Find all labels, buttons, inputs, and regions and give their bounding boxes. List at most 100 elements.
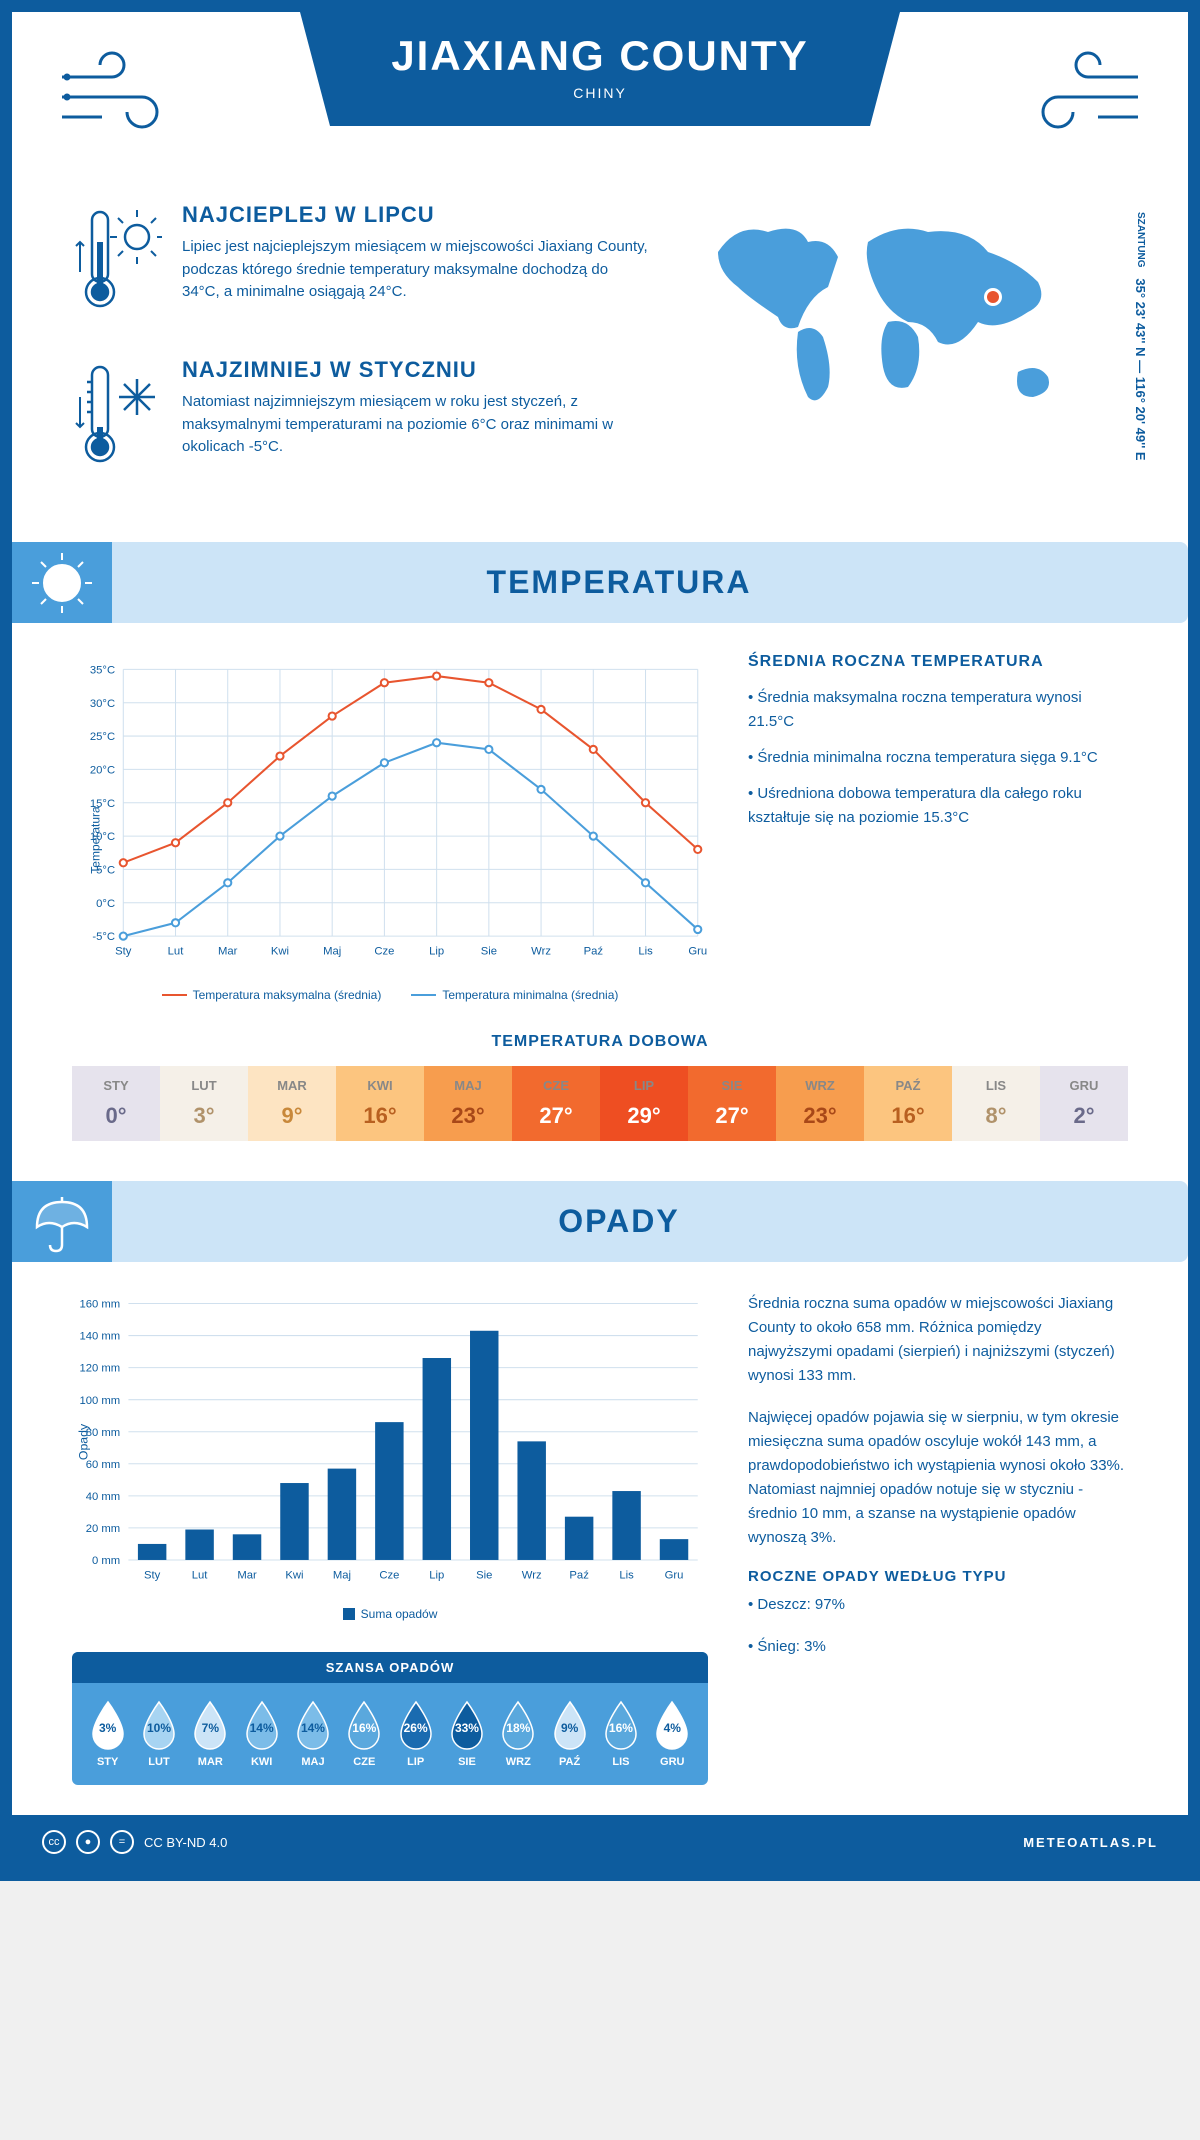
svg-text:20 mm: 20 mm [86, 1523, 120, 1535]
svg-text:0 mm: 0 mm [92, 1555, 120, 1567]
svg-text:Mar: Mar [218, 946, 238, 958]
svg-text:60 mm: 60 mm [86, 1459, 120, 1471]
map-container: SZANTUNG 35° 23' 43'' N — 116° 20' 49'' … [688, 202, 1128, 512]
precipitation-chance: SZANSA OPADÓW 3%STY10%LUT7%MAR14%KWI14%M… [72, 1652, 708, 1785]
coldest-block: NAJZIMNIEJ W STYCZNIU Natomiast najzimni… [72, 357, 648, 482]
temp-cell: STY0° [72, 1066, 160, 1141]
wind-icon [1008, 42, 1148, 142]
svg-text:Sty: Sty [115, 946, 132, 958]
svg-text:160 mm: 160 mm [80, 1299, 121, 1311]
section-temperature: TEMPERATURA [12, 542, 1188, 623]
svg-text:Paź: Paź [584, 946, 604, 958]
svg-text:Cze: Cze [379, 1569, 399, 1581]
temp-cell: LUT3° [160, 1066, 248, 1141]
svg-text:Lis: Lis [638, 946, 653, 958]
daily-temp-title: TEMPERATURA DOBOWA [72, 1033, 1128, 1051]
chance-item: 16%LIS [595, 1698, 646, 1768]
temperature-chart: Temperatura -5°C0°C5°C10°C15°C20°C25°C30… [72, 653, 708, 1013]
svg-text:25°C: 25°C [90, 731, 115, 743]
svg-text:Maj: Maj [323, 946, 341, 958]
temp-cell: KWI16° [336, 1066, 424, 1141]
section-precipitation: OPADY [12, 1181, 1188, 1262]
svg-text:Lut: Lut [192, 1569, 209, 1581]
svg-text:Lip: Lip [429, 946, 444, 958]
svg-text:0°C: 0°C [96, 898, 115, 910]
svg-text:Kwi: Kwi [271, 946, 289, 958]
svg-text:Kwi: Kwi [285, 1569, 303, 1581]
temp-cell: LIS8° [952, 1066, 1040, 1141]
chance-item: 7%MAR [185, 1698, 236, 1768]
svg-text:Cze: Cze [374, 946, 394, 958]
warmest-text: Lipiec jest najcieplejszym miesiącem w m… [182, 236, 648, 304]
coldest-text: Natomiast najzimniejszym miesiącem w rok… [182, 391, 648, 459]
temp-cell: CZE27° [512, 1066, 600, 1141]
umbrella-icon [12, 1181, 112, 1262]
svg-text:20°C: 20°C [90, 765, 115, 777]
svg-text:80 mm: 80 mm [86, 1427, 120, 1439]
svg-text:120 mm: 120 mm [80, 1363, 121, 1375]
chance-item: 14%MAJ [287, 1698, 338, 1768]
chance-item: 26%LIP [390, 1698, 441, 1768]
precipitation-info: Średnia roczna suma opadów w miejscowośc… [748, 1292, 1128, 1785]
daily-temp-table: STY0°LUT3°MAR9°KWI16°MAJ23°CZE27°LIP29°S… [72, 1066, 1128, 1141]
thermometer-cold-icon [72, 357, 162, 482]
precipitation-chart: 0 mm 20 mm 40 mm 60 mm 80 mm 100 mm 120 mm 140 … [72, 1292, 708, 1632]
by-icon: ● [76, 1830, 100, 1854]
svg-text:Paź: Paź [569, 1569, 589, 1581]
temp-cell: PAŹ16° [864, 1066, 952, 1141]
temp-cell: MAJ23° [424, 1066, 512, 1141]
svg-text:Mar: Mar [237, 1569, 257, 1581]
nd-icon: = [110, 1830, 134, 1854]
chance-item: 18%WRZ [493, 1698, 544, 1768]
svg-text:Gru: Gru [665, 1569, 684, 1581]
svg-text:Gru: Gru [688, 946, 707, 958]
title-banner: JIAXIANG COUNTY CHINY [300, 12, 900, 126]
temp-cell: MAR9° [248, 1066, 336, 1141]
legend-precip: Suma opadów [343, 1607, 438, 1621]
license-text: CC BY-ND 4.0 [144, 1835, 227, 1850]
chance-item: 33%SIE [441, 1698, 492, 1768]
wind-icon [52, 42, 192, 142]
legend-min: Temperatura minimalna (średnia) [411, 988, 618, 1002]
page: JIAXIANG COUNTY CHINY NAJCIEPLEJ W LIPCU… [0, 0, 1200, 1881]
cc-icon: cc [42, 1830, 66, 1854]
svg-text:Wrz: Wrz [522, 1569, 542, 1581]
chance-item: 3%STY [82, 1698, 133, 1768]
temp-cell: LIP29° [600, 1066, 688, 1141]
temperature-info: ŚREDNIA ROCZNA TEMPERATURA • Średnia mak… [748, 653, 1128, 1013]
temp-cell: WRZ23° [776, 1066, 864, 1141]
svg-text:Sie: Sie [476, 1569, 492, 1581]
chance-item: 16%CZE [339, 1698, 390, 1768]
temp-cell: SIE27° [688, 1066, 776, 1141]
svg-text:Sie: Sie [481, 946, 497, 958]
chance-item: 14%KWI [236, 1698, 287, 1768]
warmest-block: NAJCIEPLEJ W LIPCU Lipiec jest najcieple… [72, 202, 648, 327]
svg-text:140 mm: 140 mm [80, 1331, 121, 1343]
chance-item: 9%PAŹ [544, 1698, 595, 1768]
sun-icon [12, 542, 112, 623]
svg-text:100 mm: 100 mm [80, 1395, 121, 1407]
svg-text:30°C: 30°C [90, 698, 115, 710]
legend-max: Temperatura maksymalna (średnia) [162, 988, 382, 1002]
svg-text:Maj: Maj [333, 1569, 351, 1581]
svg-text:Opady: Opady [76, 1423, 90, 1460]
svg-text:Lip: Lip [429, 1569, 444, 1581]
coordinates: SZANTUNG 35° 23' 43'' N — 116° 20' 49'' … [1133, 212, 1148, 461]
temp-cell: GRU2° [1040, 1066, 1128, 1141]
svg-text:Lis: Lis [619, 1569, 634, 1581]
header: JIAXIANG COUNTY CHINY [12, 12, 1188, 172]
footer: cc ● = CC BY-ND 4.0 METEOATLAS.PL [12, 1815, 1188, 1869]
world-map-icon [688, 202, 1088, 432]
svg-text:35°C: 35°C [90, 664, 115, 676]
coldest-title: NAJZIMNIEJ W STYCZNIU [182, 357, 648, 383]
warmest-title: NAJCIEPLEJ W LIPCU [182, 202, 648, 228]
svg-text:40 mm: 40 mm [86, 1491, 120, 1503]
site-name: METEOATLAS.PL [1023, 1835, 1158, 1850]
svg-text:Wrz: Wrz [531, 946, 551, 958]
chance-item: 10%LUT [133, 1698, 184, 1768]
page-subtitle: CHINY [380, 85, 820, 101]
page-title: JIAXIANG COUNTY [380, 32, 820, 80]
svg-text:Sty: Sty [144, 1569, 161, 1581]
chance-item: 4%GRU [647, 1698, 698, 1768]
thermometer-hot-icon [72, 202, 162, 327]
